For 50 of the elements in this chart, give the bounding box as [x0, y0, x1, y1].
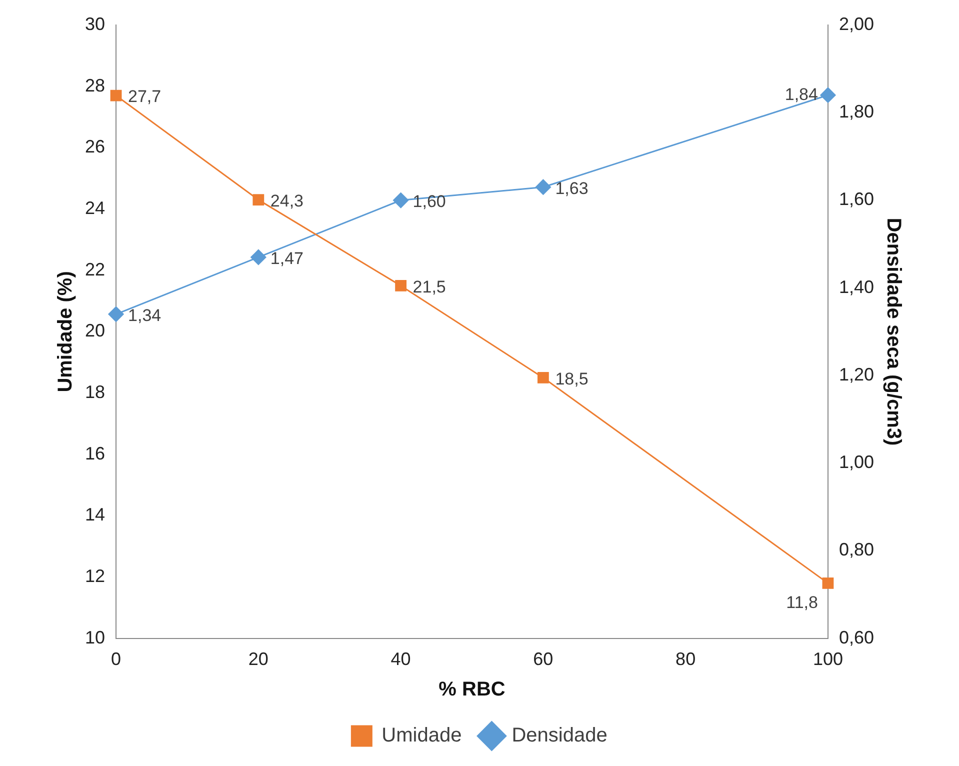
y-tick-label: 24	[84, 198, 106, 218]
data-label: 27,7	[128, 87, 162, 106]
data-label: 11,8	[786, 592, 818, 612]
y2-tick-label: 2,00	[838, 14, 874, 34]
data-label: 1,63	[555, 178, 588, 198]
y-tick-label: 26	[84, 136, 106, 157]
y2-axis-title: Densidade seca (g/cm3)	[882, 218, 904, 446]
y2-tick-label: 0,60	[838, 627, 874, 648]
point	[822, 577, 834, 589]
legend-label: Umidade	[382, 724, 462, 747]
x-tick-label: 40	[390, 649, 411, 670]
y-tick-label: 28	[84, 75, 106, 96]
data-label: 1,47	[270, 248, 304, 268]
point	[108, 306, 124, 322]
y-tick-label: 14	[84, 504, 106, 525]
y-axis-title: Umidade (%)	[54, 271, 77, 392]
data-label: 1,60	[412, 192, 446, 211]
y2-tick-label: 1,20	[838, 364, 874, 384]
data-label: 18,5	[555, 369, 588, 388]
data-label: 21,5	[412, 277, 446, 296]
point	[537, 372, 549, 384]
point	[393, 192, 409, 208]
y2-tick-label: 1,60	[838, 189, 874, 210]
y-tick-label: 12	[84, 566, 106, 586]
y-tick-label: 16	[84, 443, 106, 464]
point	[535, 179, 551, 195]
y2-tick-label: 0,80	[838, 540, 874, 560]
y2-tick-label: 1,80	[838, 102, 874, 122]
y-tick-label: 22	[84, 259, 106, 280]
y-tick-label: 20	[84, 320, 106, 341]
x-tick-label: 20	[248, 649, 268, 670]
x-tick-label: 80	[676, 649, 696, 670]
y-tick-label: 10	[84, 627, 106, 648]
data-label: 1,34	[128, 306, 162, 325]
x-tick-label: 60	[533, 649, 554, 670]
y-tick-label: 30	[84, 14, 106, 34]
x-tick-label: 0	[111, 649, 122, 670]
data-label: 24,3	[270, 192, 304, 211]
x-tick-label: 100	[812, 649, 843, 670]
point	[110, 90, 122, 102]
data-label: 1,84	[784, 84, 818, 104]
point	[252, 194, 264, 206]
y2-tick-label: 1,00	[838, 452, 874, 472]
y-tick-label: 18	[84, 382, 106, 402]
point	[395, 280, 406, 292]
x-axis-title: % RBC	[438, 678, 506, 701]
point	[250, 249, 266, 265]
point	[820, 87, 836, 103]
legend-label: Densidade	[512, 724, 608, 747]
y2-tick-label: 1,40	[838, 276, 874, 297]
